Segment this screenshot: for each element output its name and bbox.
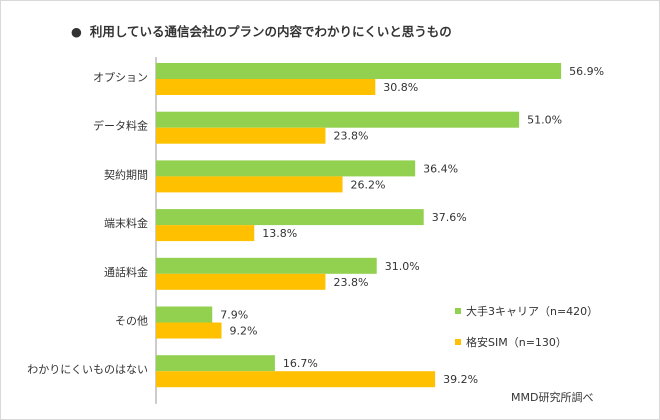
bar-series2 [156, 322, 222, 339]
bar-series1 [156, 257, 377, 274]
chart-title: ● 利用している通信会社のプランの内容でわかりにくいと思うもの [71, 21, 452, 40]
data-label-series1: 31.0% [385, 260, 420, 273]
bars-group: オプション 56.9% 30.8% データ料金 51.0% 23.8% 契約期間 36.4% 2… [27, 57, 604, 404]
bar-series2 [156, 79, 376, 95]
bar-series1 [156, 306, 213, 323]
data-label-series1: 37.6% [432, 211, 467, 224]
bar-series1 [156, 209, 424, 226]
category-label: わかりにくいものはない [27, 363, 148, 376]
bar-series2 [156, 176, 343, 193]
source-note: MMD研究所調べ [511, 391, 594, 404]
category-label: 契約期間 [104, 167, 148, 181]
bar-series1 [156, 160, 416, 177]
data-label-series1: 36.4% [423, 162, 458, 175]
legend-item-series2: 格安SIM（n=130） [455, 334, 598, 350]
data-label-series2: 23.8% [333, 276, 368, 289]
data-label-series2: 30.8% [383, 81, 418, 94]
data-label-series1: 56.9% [569, 65, 604, 78]
data-label-series1: 7.9% [220, 309, 248, 322]
legend-swatch-series1 [455, 308, 461, 314]
legend-label-series2: 格安SIM（n=130） [466, 336, 567, 349]
legend: 大手3キャリア（n=420） 格安SIM（n=130） [455, 303, 598, 365]
data-label-series2: 13.8% [262, 227, 297, 240]
title-bullet: ● [71, 24, 82, 39]
data-label-series1: 16.7% [283, 357, 318, 370]
data-label-series2: 26.2% [351, 178, 386, 191]
legend-swatch-series2 [455, 339, 461, 345]
bar-series2 [156, 273, 326, 290]
bar-series1 [156, 63, 562, 79]
category-label: 端末料金 [104, 216, 148, 230]
bar-series1 [156, 355, 275, 372]
data-label-series2: 39.2% [443, 373, 478, 386]
category-label: その他 [115, 315, 148, 328]
category-label: 通話料金 [104, 265, 148, 279]
bar-series2 [156, 225, 255, 242]
data-label-series1: 51.0% [527, 114, 562, 127]
chart-title-text: 利用している通信会社のプランの内容でわかりにくいと思うもの [89, 24, 452, 39]
category-label: データ料金 [93, 119, 148, 133]
bar-series1 [156, 111, 520, 128]
bar-series2 [156, 371, 436, 388]
category-label: オプション [93, 71, 148, 84]
data-label-series2: 23.8% [333, 130, 368, 143]
bar-series2 [156, 127, 326, 144]
data-label-series2: 9.2% [230, 325, 258, 338]
legend-item-series1: 大手3キャリア（n=420） [455, 303, 598, 319]
legend-label-series1: 大手3キャリア（n=420） [466, 305, 599, 318]
